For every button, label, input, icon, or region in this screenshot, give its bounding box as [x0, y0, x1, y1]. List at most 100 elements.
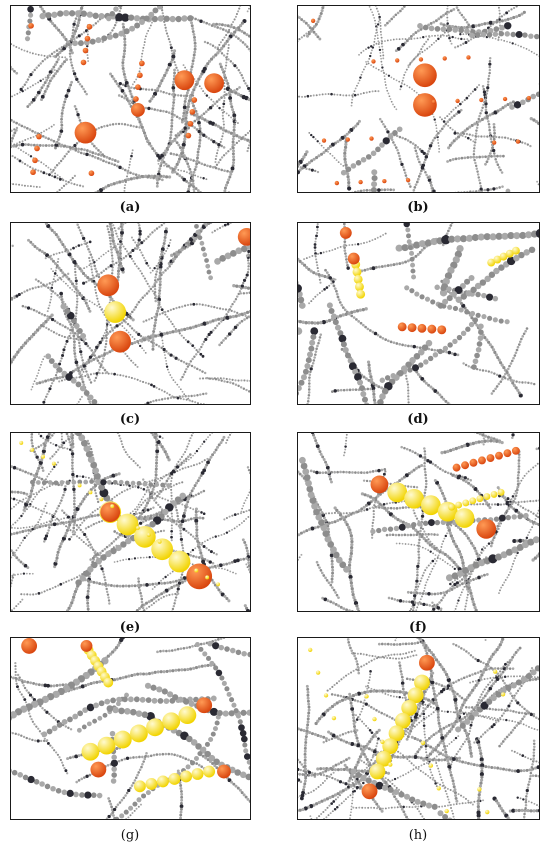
chain-bead [125, 98, 129, 101]
chain-bead [301, 95, 304, 98]
chain-bead [231, 378, 234, 381]
chain-bead [411, 142, 415, 145]
chain-bead [367, 363, 371, 367]
chain-bead [401, 38, 404, 40]
polymer-network-image-a [11, 6, 250, 192]
chain-bead [123, 327, 126, 330]
chain-bead [129, 333, 132, 336]
chain-bead [63, 155, 67, 158]
orange-bead [191, 97, 198, 103]
chain-bead [15, 294, 19, 298]
chain-bead [472, 155, 476, 159]
chain-bead [483, 336, 487, 340]
chain-bead [188, 399, 191, 402]
chain-bead [123, 75, 127, 79]
chain-bead [492, 125, 496, 129]
chain-bead [88, 150, 92, 154]
chain-bead [109, 245, 113, 248]
chain-bead [111, 272, 114, 275]
chain-bead [389, 39, 392, 41]
chain-bead [318, 275, 321, 278]
chain-bead [195, 349, 198, 352]
chain-bead [158, 283, 162, 287]
chain-bead [488, 20, 493, 25]
chain-bead [192, 56, 196, 60]
chain-bead [121, 58, 125, 62]
chain-bead [226, 169, 229, 173]
chain-bead [364, 307, 368, 311]
chain-bead [207, 548, 211, 552]
chain-bead [179, 397, 182, 400]
chain-bead [97, 126, 101, 130]
chain-bead [94, 356, 98, 360]
chain-bead [473, 158, 476, 162]
chain-bead [93, 303, 96, 306]
chain-bead [62, 280, 65, 283]
chain-bead [190, 364, 194, 368]
orange-bead [431, 99, 437, 105]
chain-bead [203, 163, 207, 167]
chain-bead [212, 100, 215, 103]
chain-bead [37, 285, 40, 289]
chain-bead [128, 14, 135, 21]
chain-bead [154, 473, 158, 477]
yellow-bead [353, 274, 363, 284]
chain-bead [465, 127, 469, 131]
orange-bead [442, 56, 447, 61]
chain-bead [64, 325, 67, 329]
chain-bead [153, 435, 157, 439]
chain-bead [75, 303, 79, 306]
chain-bead [369, 380, 373, 384]
chain-bead [115, 250, 119, 254]
chain-bead [316, 267, 319, 270]
chain-bead [214, 158, 217, 161]
orange-bead [80, 59, 87, 66]
chain-bead [46, 589, 49, 592]
chain-bead [37, 81, 40, 84]
chain-bead [74, 279, 78, 283]
chain-bead [64, 94, 69, 98]
chain-bead [40, 94, 45, 99]
chain-bead [462, 16, 465, 19]
chain-bead [333, 389, 337, 393]
chain-bead [499, 107, 503, 112]
chain-bead [185, 367, 188, 371]
chain-bead [12, 120, 16, 124]
chain-bead [111, 236, 115, 240]
chain-bead [227, 332, 232, 336]
chain-bead [28, 12, 34, 18]
chain-bead [202, 20, 206, 24]
chain-bead [146, 486, 149, 489]
chain-bead [468, 125, 472, 129]
chain-bead [201, 303, 204, 306]
orange-bead [479, 97, 484, 103]
chain-bead [11, 142, 12, 146]
chain-bead [122, 25, 126, 29]
chain-bead [13, 156, 17, 159]
chain-bead [152, 176, 155, 180]
chain-bead [110, 233, 115, 237]
chain-bead [22, 572, 26, 575]
chain-bead [191, 173, 194, 176]
chain-bead [246, 566, 249, 569]
chain-bead [117, 256, 121, 260]
chain-bead [160, 247, 165, 252]
chain-bead [197, 175, 199, 178]
chain-bead [494, 37, 497, 40]
chain-bead [54, 269, 57, 272]
chain-bead [227, 178, 231, 182]
chain-bead [515, 380, 518, 383]
chain-bead [380, 120, 384, 123]
chain-bead [181, 155, 184, 158]
chain-bead [496, 355, 500, 360]
chain-bead [166, 35, 170, 38]
chain-bead [84, 338, 87, 341]
chain-bead [498, 18, 501, 21]
chain-bead [158, 286, 162, 290]
chain-bead [193, 394, 196, 398]
chain-bead [130, 95, 134, 99]
chain-bead [478, 155, 482, 159]
chain-bead [74, 10, 82, 17]
chain-bead [88, 378, 91, 382]
chain-bead [152, 330, 156, 333]
